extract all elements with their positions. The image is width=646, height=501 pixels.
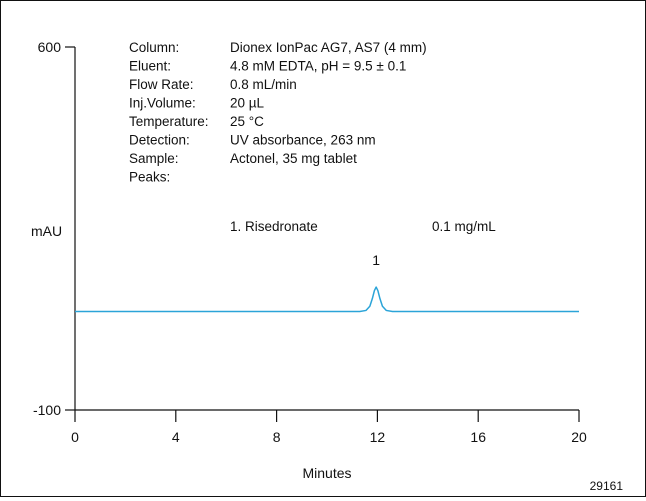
condition-label: Detection: [129, 133, 190, 148]
condition-value: Actonel, 35 mg tablet [230, 151, 357, 166]
condition-label: Sample: [129, 151, 179, 166]
x-tick-label: 16 [470, 429, 486, 445]
peak-amount: 0.1 mg/mL [432, 219, 496, 234]
annotations: 1 [372, 252, 380, 268]
condition-value: 0.8 mL/min [230, 77, 297, 92]
condition-label: Column: [129, 40, 179, 55]
y-tick-label: -100 [33, 402, 61, 418]
chromatogram-trace [75, 286, 579, 313]
series-group [75, 286, 579, 313]
condition-value: 20 µL [230, 96, 265, 111]
condition-value: Dionex IonPac AG7, AS7 (4 mm) [230, 40, 427, 55]
condition-label: Flow Rate: [129, 77, 194, 92]
x-axis-label: Minutes [302, 465, 351, 481]
condition-label: Peaks: [129, 170, 170, 185]
condition-value: 4.8 mM EDTA, pH = 9.5 ± 0.1 [230, 59, 406, 74]
y-tick-label: 600 [38, 39, 62, 55]
x-tick-label: 0 [71, 429, 79, 445]
x-tick-label: 4 [172, 429, 180, 445]
x-tick-label: 20 [571, 429, 587, 445]
axes [74, 47, 579, 411]
condition-value: UV absorbance, 263 nm [230, 133, 376, 148]
conditions-block: Column: Dionex IonPac AG7, AS7 (4 mm) Elue… [129, 40, 496, 234]
peak-label: 1 [372, 252, 380, 268]
y-axis-label: mAU [31, 223, 62, 239]
condition-label: Eluent: [129, 59, 171, 74]
x-tick-label: 12 [370, 429, 386, 445]
condition-label: Temperature: [129, 114, 209, 129]
condition-value: 25 °C [230, 114, 264, 129]
ticks: 0 4 8 12 16 20 600 -100 [33, 39, 587, 445]
x-tick-label: 8 [273, 429, 281, 445]
figure-number: 29161 [590, 479, 624, 493]
peak-name: 1. Risedronate [230, 219, 318, 234]
condition-label: Inj.Volume: [129, 96, 196, 111]
